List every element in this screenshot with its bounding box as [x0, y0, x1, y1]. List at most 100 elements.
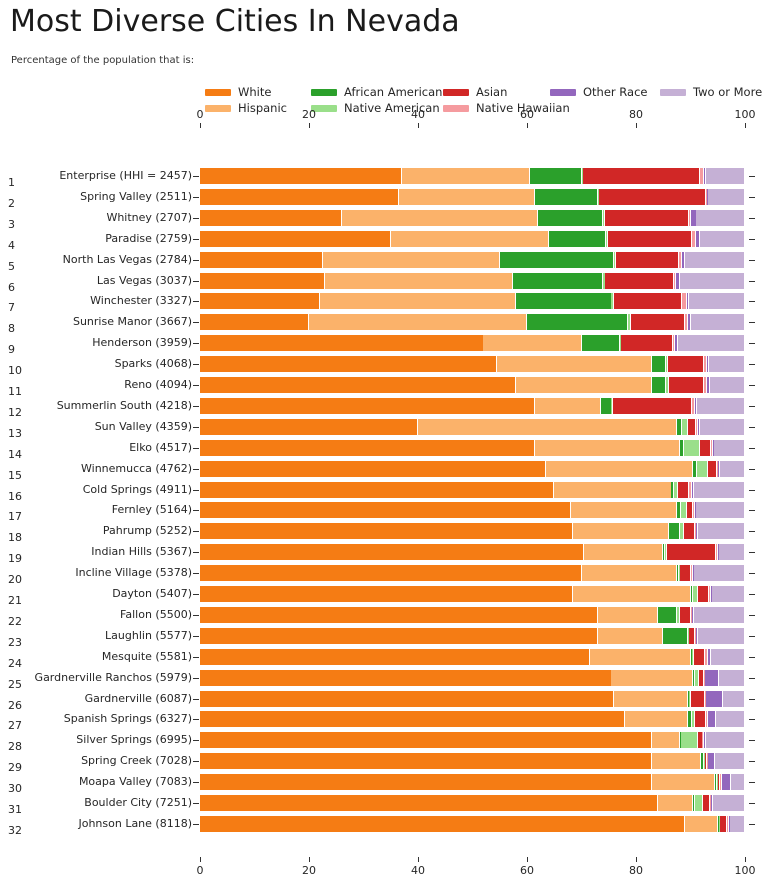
bar-segment-african-american[interactable]	[671, 481, 674, 498]
bar-row[interactable]	[200, 586, 745, 602]
bar-segment-african-american[interactable]	[516, 293, 611, 310]
bar-segment-asian[interactable]	[705, 753, 706, 770]
bar-segment-hispanic[interactable]	[652, 753, 701, 770]
bar-segment-other-race[interactable]	[694, 502, 696, 519]
legend-item-native-hawaiian[interactable]: Native Hawaiian	[443, 102, 570, 114]
bar-segment-white[interactable]	[200, 565, 581, 582]
bar-segment-african-american[interactable]	[679, 732, 681, 749]
bar-segment-asian[interactable]	[621, 335, 673, 352]
bar-segment-native-american[interactable]	[664, 544, 667, 561]
bar-segment-white[interactable]	[200, 460, 546, 477]
bar-segment-white[interactable]	[200, 272, 325, 289]
bar-segment-native-american[interactable]	[676, 606, 679, 623]
bar-segment-african-american[interactable]	[676, 502, 681, 519]
bar-segment-two-or-more[interactable]	[698, 627, 745, 644]
bar-segment-native-hawaiian[interactable]	[704, 648, 708, 665]
bar-segment-other-race[interactable]	[708, 753, 715, 770]
bar-segment-asian[interactable]	[699, 669, 703, 686]
bar-segment-hispanic[interactable]	[535, 397, 600, 414]
bar-segment-african-american[interactable]	[652, 356, 666, 373]
bar-segment-native-hawaiian[interactable]	[679, 251, 682, 268]
bar-row[interactable]	[200, 669, 745, 686]
bar-segment-hispanic[interactable]	[390, 230, 548, 247]
bar-segment-white[interactable]	[200, 335, 483, 352]
bar-row[interactable]	[200, 732, 745, 749]
bar-segment-asian[interactable]	[679, 606, 690, 623]
bar-segment-native-american[interactable]	[682, 418, 687, 435]
bar-segment-hispanic[interactable]	[657, 795, 693, 811]
bar-segment-white[interactable]	[200, 502, 570, 519]
bar-segment-native-hawaiian[interactable]	[709, 795, 711, 811]
bar-segment-hispanic[interactable]	[570, 502, 676, 519]
bar-segment-other-race[interactable]	[728, 815, 730, 832]
bar-segment-other-race[interactable]	[711, 795, 712, 811]
bar-segment-african-american[interactable]	[715, 774, 716, 791]
bar-segment-african-american[interactable]	[687, 711, 692, 728]
bar-segment-hispanic[interactable]	[418, 418, 676, 435]
bar-segment-two-or-more[interactable]	[730, 815, 745, 832]
bar-segment-two-or-more[interactable]	[712, 795, 745, 811]
bar-segment-two-or-more[interactable]	[715, 753, 745, 770]
bar-segment-asian[interactable]	[677, 481, 688, 498]
bar-segment-two-or-more[interactable]	[731, 774, 745, 791]
bar-segment-african-american[interactable]	[652, 377, 666, 393]
bar-segment-two-or-more[interactable]	[722, 690, 745, 707]
bar-segment-other-race[interactable]	[707, 188, 709, 205]
bar-segment-two-or-more[interactable]	[694, 481, 745, 498]
bar-segment-native-hawaiian[interactable]	[688, 481, 691, 498]
bar-segment-other-race[interactable]	[695, 230, 699, 247]
bar-segment-hispanic[interactable]	[497, 356, 652, 373]
bar-segment-african-american[interactable]	[690, 648, 692, 665]
bar-segment-african-american[interactable]	[535, 188, 597, 205]
bar-row[interactable]	[200, 356, 745, 373]
bar-segment-native-american[interactable]	[718, 815, 720, 832]
legend-item-hispanic[interactable]: Hispanic	[205, 102, 287, 114]
bar-segment-white[interactable]	[200, 690, 614, 707]
bar-segment-two-or-more[interactable]	[688, 293, 745, 310]
bar-segment-two-or-more[interactable]	[698, 523, 745, 540]
bar-segment-other-race[interactable]	[691, 481, 694, 498]
bar-segment-african-american[interactable]	[690, 586, 692, 602]
bar-segment-native-hawaiian[interactable]	[681, 293, 686, 310]
bar-segment-native-american[interactable]	[692, 711, 695, 728]
bar-segment-two-or-more[interactable]	[705, 732, 745, 749]
bar-segment-other-race[interactable]	[710, 586, 712, 602]
bar-segment-hispanic[interactable]	[341, 209, 537, 226]
bar-segment-native-hawaiian[interactable]	[700, 168, 704, 184]
bar-segment-white[interactable]	[200, 314, 309, 331]
bar-segment-native-american[interactable]	[716, 774, 718, 791]
bar-segment-native-american[interactable]	[694, 669, 699, 686]
bar-segment-two-or-more[interactable]	[714, 439, 745, 456]
bar-segment-native-american[interactable]	[603, 272, 605, 289]
bar-segment-native-american[interactable]	[697, 460, 708, 477]
bar-segment-other-race[interactable]	[721, 774, 731, 791]
bar-segment-hispanic[interactable]	[584, 544, 663, 561]
bar-segment-hispanic[interactable]	[535, 439, 679, 456]
bar-segment-asian[interactable]	[607, 230, 692, 247]
bar-segment-white[interactable]	[200, 627, 597, 644]
bar-segment-african-american[interactable]	[679, 439, 684, 456]
bar-segment-native-american[interactable]	[687, 627, 689, 644]
bar-segment-other-race[interactable]	[706, 377, 709, 393]
bar-segment-native-hawaiian[interactable]	[704, 377, 706, 393]
bar-segment-asian[interactable]	[613, 397, 692, 414]
bar-segment-asian[interactable]	[695, 711, 706, 728]
bar-row[interactable]	[200, 209, 745, 226]
bar-segment-other-race[interactable]	[718, 460, 720, 477]
bar-row[interactable]	[200, 168, 745, 184]
bar-segment-native-hawaiian[interactable]	[704, 690, 706, 707]
bar-segment-asian[interactable]	[616, 251, 679, 268]
bar-segment-other-race[interactable]	[692, 565, 694, 582]
bar-segment-hispanic[interactable]	[401, 168, 529, 184]
bar-segment-native-american[interactable]	[692, 648, 693, 665]
bar-segment-other-race[interactable]	[717, 544, 719, 561]
bar-segment-other-race[interactable]	[698, 418, 700, 435]
bar-segment-native-american[interactable]	[665, 377, 668, 393]
bar-segment-native-american[interactable]	[581, 168, 583, 184]
bar-segment-hispanic[interactable]	[322, 251, 499, 268]
bar-segment-asian[interactable]	[720, 815, 727, 832]
bar-segment-two-or-more[interactable]	[712, 586, 745, 602]
bar-segment-white[interactable]	[200, 251, 322, 268]
bar-segment-white[interactable]	[200, 188, 399, 205]
bar-segment-asian[interactable]	[599, 188, 705, 205]
